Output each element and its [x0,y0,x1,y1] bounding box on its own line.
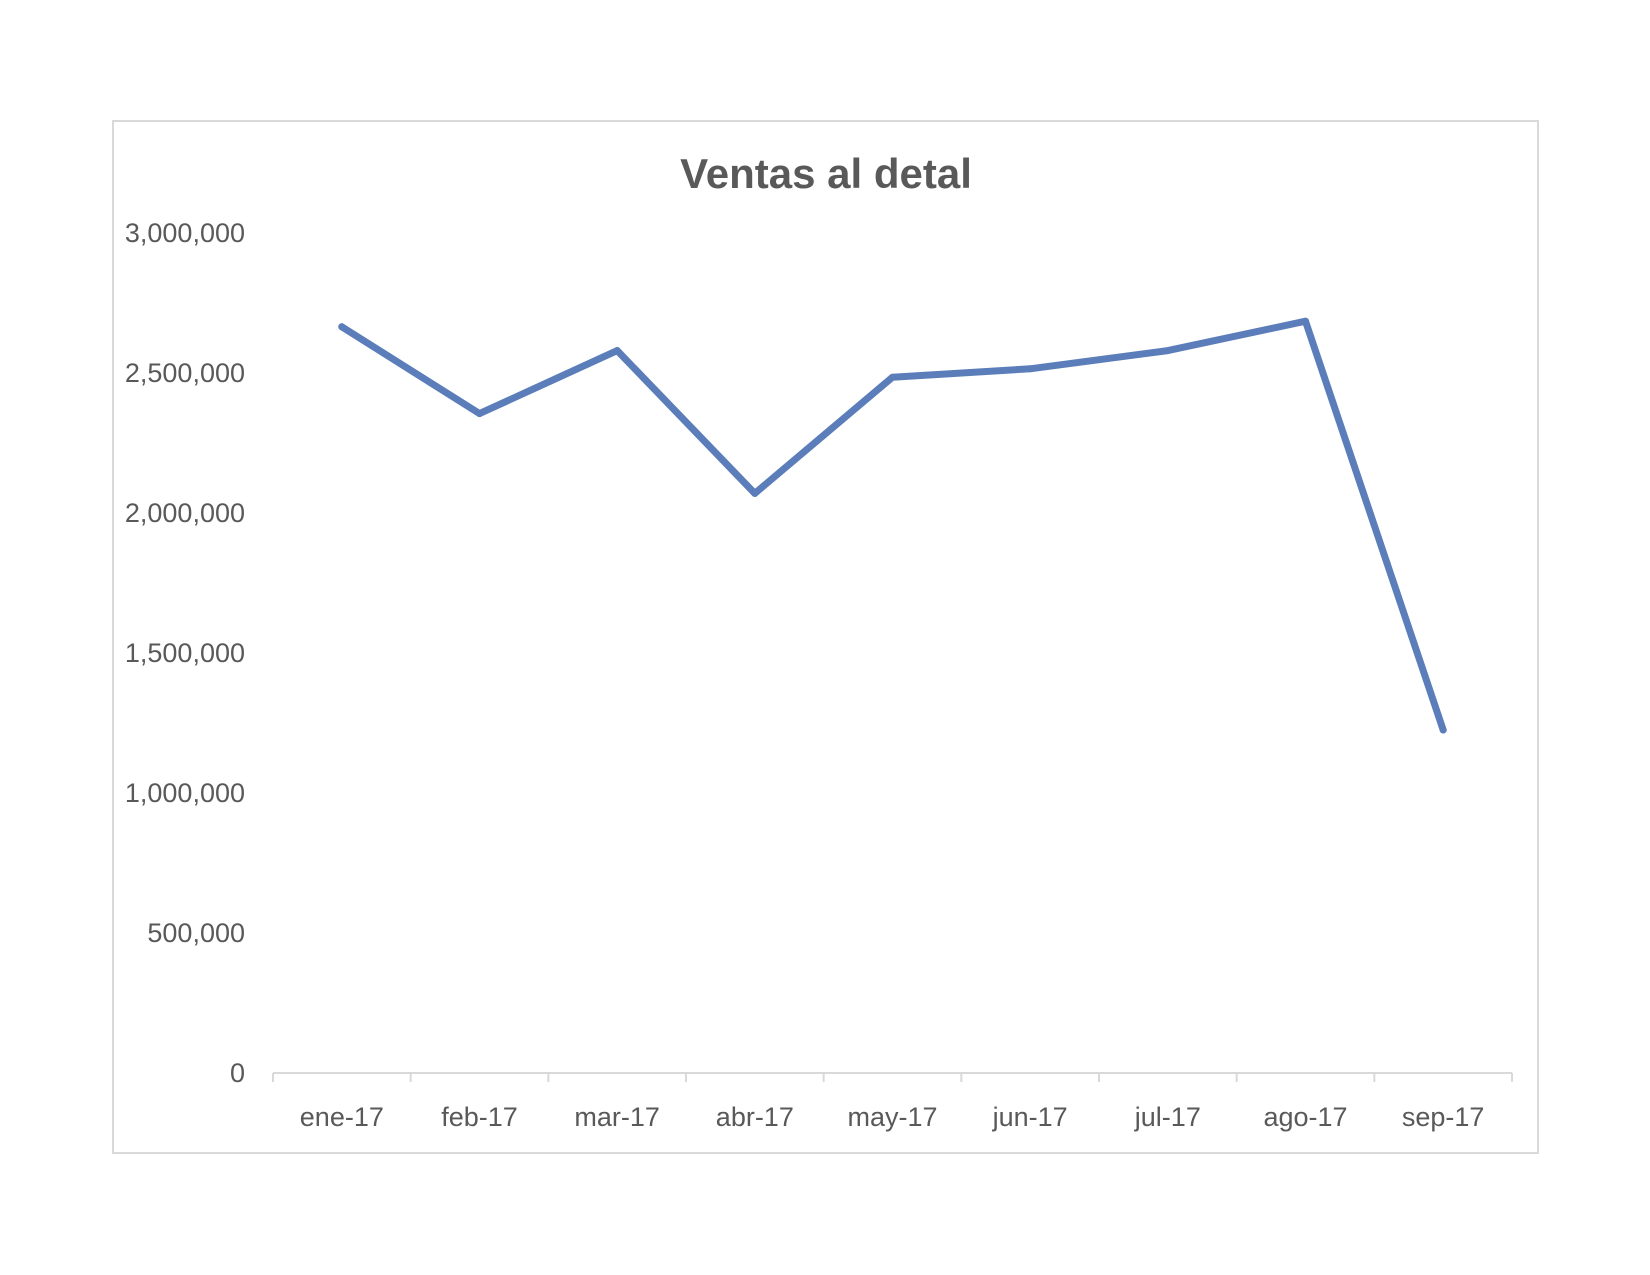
data-point [1164,347,1172,355]
x-tick-label: ene-17 [300,1102,384,1132]
data-point [889,373,896,381]
data-point [476,410,483,418]
data-point [751,489,759,497]
y-tick-label: 1,000,000 [125,778,245,808]
x-tick-label: sep-17 [1402,1102,1485,1132]
series-group [338,317,1447,734]
y-tick-label: 2,500,000 [125,358,245,388]
series-line [338,317,1447,734]
y-tick-label: 500,000 [147,918,245,948]
data-point [1026,365,1034,373]
x-tick-label: mar-17 [574,1102,660,1132]
x-tick-label: ago-17 [1263,1102,1347,1132]
data-point [1302,317,1309,325]
chart-frame [112,120,1539,1154]
x-tick-label: jun-17 [992,1102,1068,1132]
data-point [1439,726,1447,734]
data-point [338,323,346,331]
data-point [613,347,621,355]
y-tick-label: 3,000,000 [125,218,245,248]
x-tick-label: abr-17 [716,1102,794,1132]
y-tick-label: 2,000,000 [125,498,245,528]
y-tick-label: 1,500,000 [125,638,245,668]
x-tick-label: may-17 [847,1102,937,1132]
x-tick-label: jul-17 [1134,1102,1201,1132]
x-tick-label: feb-17 [441,1102,518,1132]
y-tick-label: 0 [230,1058,245,1088]
axes: ene-17 feb-17 mar-17 abr-17 may-17 jun-17 jul-… [125,218,1513,1132]
chart-title: Ventas al detal [680,150,972,197]
